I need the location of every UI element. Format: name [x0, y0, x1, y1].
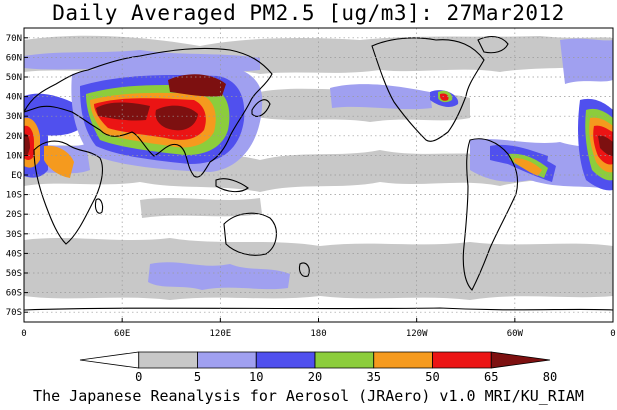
colorbar-tick-label: 65 — [484, 370, 498, 384]
lon-tick-label: 60W — [507, 329, 524, 339]
coastline — [462, 138, 519, 291]
lat-tick-label: 30S — [6, 230, 22, 240]
pm25-contour-area — [168, 74, 226, 97]
pm25-contour-area — [514, 158, 542, 176]
lat-tick-label: 30N — [6, 112, 22, 122]
colorbar-swatch — [79, 351, 140, 369]
lon-tick-label: 120E — [209, 329, 231, 339]
lon-tick-label: 120W — [406, 329, 428, 339]
colorbar-tick-label: 50 — [425, 370, 439, 384]
lon-tick-label: 60E — [114, 329, 130, 339]
colorbar-swatch — [432, 351, 492, 369]
lat-tick-label: 50N — [6, 73, 22, 83]
map-title: Daily Averaged PM2.5 [ug/m3]: 27Mar2012 — [52, 1, 565, 25]
colorbar-swatch — [490, 351, 551, 369]
colorbar-swatch — [255, 351, 316, 369]
pm25-contour-area — [440, 93, 449, 101]
coastline — [215, 178, 249, 193]
colorbar-swatch — [314, 351, 375, 369]
colorbar-tick-label: 0 — [135, 370, 142, 384]
lat-tick-label: 60S — [6, 289, 22, 299]
coastline — [298, 262, 310, 277]
coastline — [94, 198, 104, 214]
lat-tick-label: EQ — [11, 171, 22, 181]
colorbar-swatch — [138, 351, 198, 369]
colorbar-tick-label: 35 — [367, 370, 381, 384]
lon-tick-label: 0 — [21, 329, 26, 339]
coastline — [24, 307, 613, 311]
pm25-contour-area — [155, 105, 198, 131]
lat-tick-label: 40N — [6, 93, 22, 103]
coastline — [33, 140, 103, 245]
lat-tick-label: 50S — [6, 269, 22, 279]
lat-tick-label: 20S — [6, 210, 22, 220]
lat-tick-label: 60N — [6, 53, 22, 63]
pm25-contour-area — [148, 262, 290, 290]
colorbar-tick-label: 20 — [308, 370, 322, 384]
pm25-contour-area — [44, 145, 74, 178]
lon-tick-label: 180 — [310, 329, 326, 339]
pm25-contour-area — [140, 198, 262, 218]
lat-tick-label: 40S — [6, 249, 22, 259]
coastline — [477, 35, 509, 54]
lat-tick-label: 10N — [6, 151, 22, 161]
pm25-contour-area — [24, 238, 613, 300]
colorbar-tick-label: 5 — [194, 370, 201, 384]
colorbar-tick-label: 10 — [249, 370, 263, 384]
colorbar-swatch — [373, 351, 433, 369]
lon-tick-label: 0 — [610, 329, 615, 339]
lat-tick-label: 70S — [6, 308, 22, 318]
lat-tick-label: 20N — [6, 132, 22, 142]
coastline — [251, 99, 271, 117]
footer-caption: The Japanese Reanalysis for Aerosol (JRA… — [33, 387, 584, 405]
colorbar: 0 5 10 20 35 50 65 80 — [79, 351, 557, 384]
lat-tick-label: 70N — [6, 34, 22, 44]
pm25-contour-area — [24, 133, 30, 155]
coastline — [223, 212, 277, 256]
pm25-contour-area — [560, 38, 613, 84]
pm25-contour-area — [598, 135, 613, 156]
lat-tick-label: 10S — [6, 191, 22, 201]
coastline — [371, 37, 485, 142]
colorbar-swatch — [197, 351, 257, 369]
colorbar-tick-label: 80 — [543, 370, 557, 384]
coastline — [24, 47, 273, 178]
